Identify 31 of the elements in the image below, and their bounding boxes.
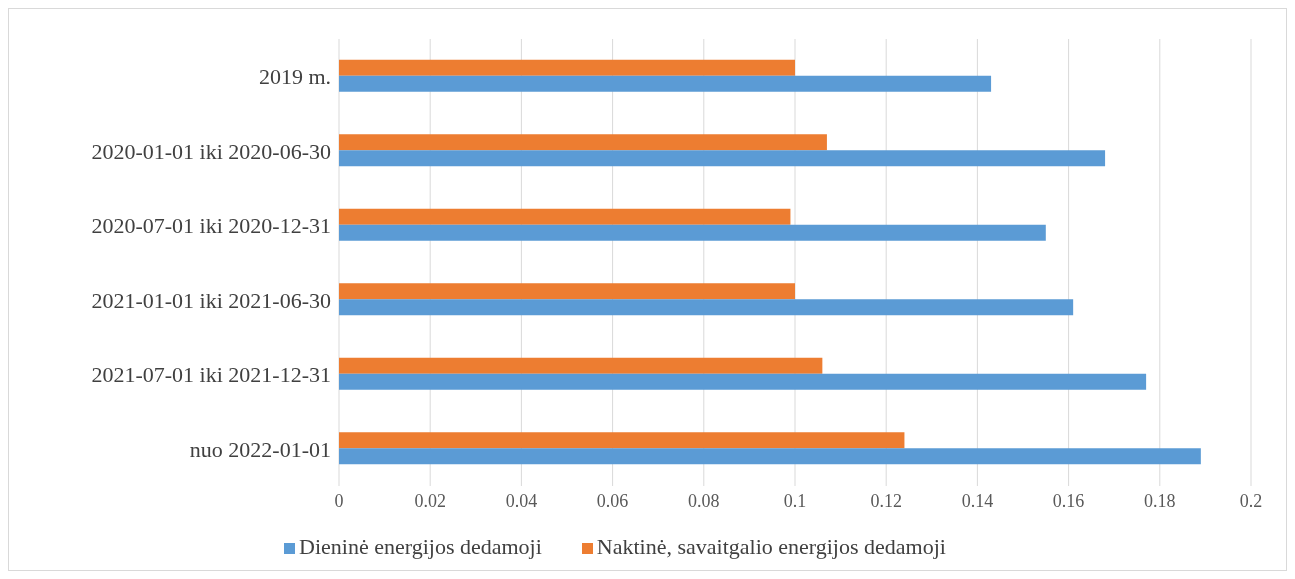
- x-tick-label: 0.14: [961, 490, 994, 511]
- x-tick-label: 0.1: [783, 490, 807, 511]
- x-tick-label: 0: [334, 490, 344, 511]
- x-tick-label: 0.08: [688, 490, 720, 511]
- y-tick-label: 2019 m.: [258, 64, 331, 90]
- bar: [339, 432, 905, 449]
- x-tick-label: 0.02: [414, 490, 446, 511]
- x-tick-label: 0.04: [505, 490, 538, 511]
- bar: [339, 357, 823, 374]
- x-tick-label: 0.18: [1144, 490, 1176, 511]
- y-tick-label: 2021-01-01 iki 2021-06-30: [91, 287, 331, 313]
- bar: [339, 224, 1046, 241]
- legend-label: Naktinė, savaitgalio energijos dedamoji: [596, 534, 946, 559]
- x-tick-label: 0.16: [1052, 490, 1085, 511]
- bar: [339, 75, 992, 92]
- bar: [339, 299, 1074, 316]
- bar: [339, 134, 827, 151]
- y-tick-label: 2020-07-01 iki 2020-12-31: [91, 213, 331, 239]
- y-tick-label: 2020-01-01 iki 2020-06-30: [91, 138, 331, 164]
- y-tick-label: 2021-07-01 iki 2021-12-31: [91, 362, 331, 388]
- y-tick-label: nuo 2022-01-01: [189, 436, 331, 462]
- bar: [339, 59, 795, 76]
- bar: [339, 448, 1201, 465]
- bar: [339, 208, 791, 225]
- bar: [339, 150, 1106, 167]
- x-tick-label: 0.2: [1239, 490, 1263, 511]
- x-tick-label: 0.12: [870, 490, 902, 511]
- bar: [339, 373, 1147, 390]
- legend-label: Dieninė energijos dedamoji: [299, 534, 542, 559]
- bar: [339, 283, 795, 300]
- x-tick-label: 0.06: [596, 490, 629, 511]
